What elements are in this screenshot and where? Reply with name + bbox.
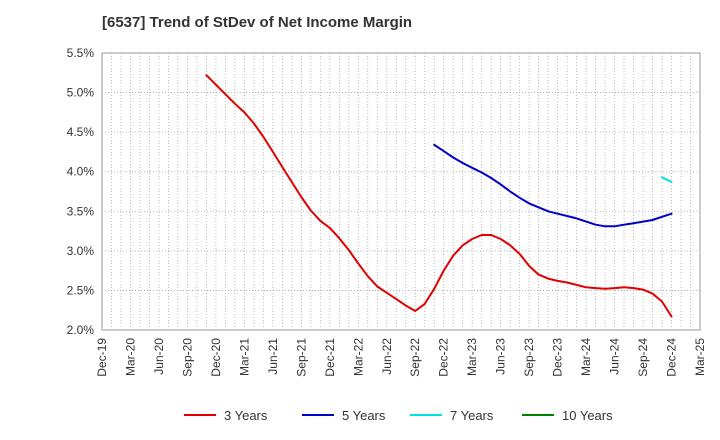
x-tick-label: Sep-22 xyxy=(408,338,422,377)
x-tick-label: Sep-21 xyxy=(294,338,308,377)
x-tick-label: Dec-20 xyxy=(209,338,223,377)
y-tick-label: 5.0% xyxy=(67,86,95,100)
legend-label-5-years: 5 Years xyxy=(342,408,386,423)
x-tick-label: Mar-20 xyxy=(123,338,137,376)
x-tick-label: Dec-21 xyxy=(323,338,337,377)
series-layer xyxy=(205,74,673,318)
x-tick-label: Dec-24 xyxy=(665,338,679,377)
legend-label-7-years: 7 Years xyxy=(450,408,494,423)
grid-layer xyxy=(101,52,701,331)
x-tick-label: Mar-21 xyxy=(237,338,251,376)
x-tick-label: Mar-23 xyxy=(465,338,479,376)
y-tick-label: 3.0% xyxy=(67,244,95,258)
y-tick-label: 2.0% xyxy=(67,323,95,337)
x-tick-label: Jun-20 xyxy=(152,338,166,375)
x-tick-label: Jun-23 xyxy=(494,338,508,375)
x-tick-label: Mar-24 xyxy=(579,338,593,376)
legend-label-10-years: 10 Years xyxy=(562,408,613,423)
x-tick-label: Jun-22 xyxy=(380,338,394,375)
legend-label-3-years: 3 Years xyxy=(224,408,268,423)
x-tick-label: Dec-23 xyxy=(551,338,565,377)
y-tick-label: 3.5% xyxy=(67,204,95,218)
legend: 3 Years 5 Years 7 Years 10 Years xyxy=(184,408,613,423)
x-tick-label: Sep-24 xyxy=(636,338,650,377)
x-tick-label: Jun-21 xyxy=(266,338,280,375)
x-tick-label: Mar-25 xyxy=(693,338,707,376)
x-tick-label: Dec-19 xyxy=(95,338,109,377)
series-line-7-years xyxy=(661,176,673,183)
series-line-3-years xyxy=(205,74,673,318)
y-tick-label: 2.5% xyxy=(67,283,95,297)
x-tick-label: Jun-24 xyxy=(608,338,622,375)
x-tick-label: Mar-22 xyxy=(351,338,365,376)
x-tick-label: Sep-20 xyxy=(180,338,194,377)
x-tick-label: Sep-23 xyxy=(522,338,536,377)
series-line-5-years xyxy=(433,143,673,228)
x-tick-label: Dec-22 xyxy=(437,338,451,377)
y-tick-label: 4.0% xyxy=(67,165,95,179)
y-tick-label: 5.5% xyxy=(67,46,95,60)
y-tick-label: 4.5% xyxy=(67,125,95,139)
plot-frame xyxy=(101,52,701,331)
chart-title: [6537] Trend of StDev of Net Income Marg… xyxy=(102,14,413,31)
axis-layer: 2.0% 2.5% 3.0% 3.5% 4.0% 4.5% 5.0% 5.5% Dec-19 Ma… xyxy=(67,46,707,377)
